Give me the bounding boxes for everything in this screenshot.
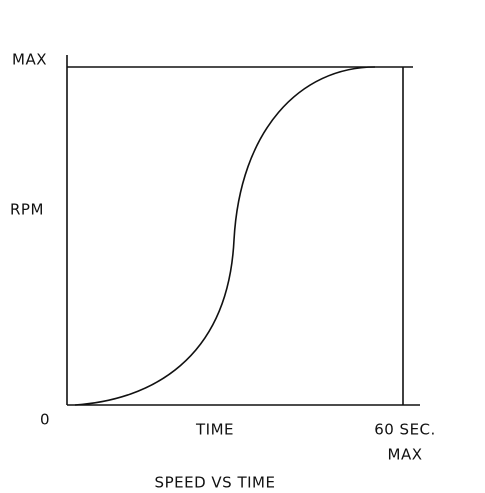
end-label: 60 SEC. [374, 421, 436, 439]
rpm-label: RPM [10, 201, 44, 219]
speed-curve [74, 66, 376, 406]
end-sublabel: MAX [388, 446, 423, 464]
time-label: TIME [195, 421, 234, 439]
max-label: MAX [12, 51, 47, 69]
origin-label: 0 [40, 411, 50, 429]
caption: SPEED VS TIME [155, 474, 276, 492]
